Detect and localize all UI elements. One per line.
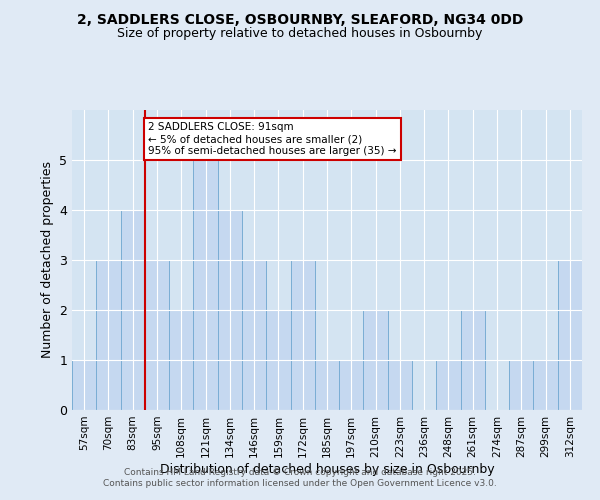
Bar (533, 360, 558, 410)
Y-axis label: Number of detached properties: Number of detached properties (41, 162, 53, 358)
Bar (364, 310, 388, 410)
Bar (339, 360, 364, 410)
Bar (169, 310, 193, 410)
Text: Contains HM Land Registry data © Crown copyright and database right 2025.
Contai: Contains HM Land Registry data © Crown c… (103, 468, 497, 487)
Bar (96, 260, 121, 410)
Bar (242, 260, 266, 410)
Bar (558, 260, 582, 410)
Bar (461, 310, 485, 410)
Bar (290, 260, 315, 410)
Bar (145, 260, 169, 410)
Bar (436, 360, 461, 410)
Bar (509, 360, 533, 410)
X-axis label: Distribution of detached houses by size in Osbournby: Distribution of detached houses by size … (160, 462, 494, 475)
Bar (121, 210, 145, 410)
Bar (193, 160, 218, 410)
Text: 2 SADDLERS CLOSE: 91sqm
← 5% of detached houses are smaller (2)
95% of semi-deta: 2 SADDLERS CLOSE: 91sqm ← 5% of detached… (149, 122, 397, 156)
Text: Size of property relative to detached houses in Osbournby: Size of property relative to detached ho… (118, 28, 482, 40)
Bar (315, 360, 339, 410)
Bar (266, 310, 290, 410)
Text: 2, SADDLERS CLOSE, OSBOURNBY, SLEAFORD, NG34 0DD: 2, SADDLERS CLOSE, OSBOURNBY, SLEAFORD, … (77, 12, 523, 26)
Bar (218, 210, 242, 410)
Bar (388, 360, 412, 410)
Bar (72, 360, 96, 410)
